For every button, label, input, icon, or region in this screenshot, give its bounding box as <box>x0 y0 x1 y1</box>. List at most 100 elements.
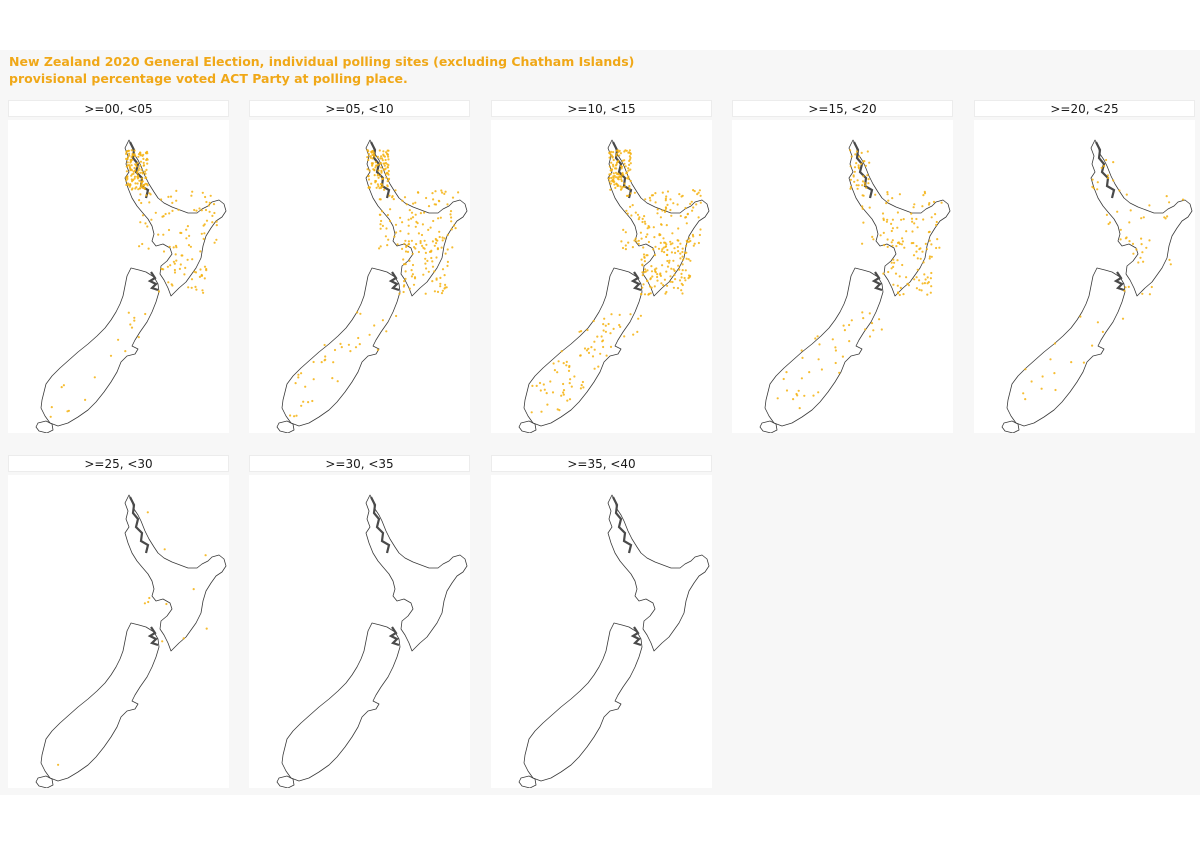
polling-site-point <box>139 154 142 157</box>
polling-site-point <box>443 192 446 195</box>
polling-site-point <box>379 183 382 186</box>
polling-site-point <box>167 195 170 198</box>
polling-site-point <box>394 223 398 226</box>
polling-site-point <box>300 372 303 375</box>
polling-site-point <box>140 177 144 180</box>
polling-site-point <box>618 154 621 157</box>
south-island-coastline <box>523 267 643 427</box>
polling-site-point <box>1102 164 1106 168</box>
polling-site-point <box>336 380 339 383</box>
facet-panel: >=05, <10 <box>249 100 470 433</box>
polling-site-point <box>603 317 606 320</box>
polling-site-point <box>892 265 895 268</box>
polling-site-point <box>200 209 203 212</box>
polling-site-point <box>922 194 925 197</box>
polling-site-point <box>1129 209 1132 212</box>
polling-site-point <box>609 188 612 191</box>
polling-site-point <box>395 231 398 234</box>
polling-site-point <box>658 234 661 237</box>
polling-site-point <box>380 219 383 223</box>
polling-site-point <box>617 178 620 181</box>
polling-site-point <box>186 225 189 228</box>
polling-site-point <box>413 246 416 249</box>
polling-site-point <box>451 246 454 249</box>
polling-site-point <box>580 330 583 333</box>
polling-site-point <box>1101 330 1104 333</box>
polling-site-point <box>683 276 686 280</box>
polling-site-point <box>898 293 901 297</box>
polling-site-point <box>173 268 176 272</box>
polling-site-point <box>381 319 384 322</box>
polling-site-point <box>439 285 442 288</box>
polling-site-point <box>379 162 382 165</box>
polling-site-point <box>890 241 893 244</box>
polling-site-point <box>1124 237 1127 240</box>
polling-site-point <box>161 640 164 643</box>
polling-site-point <box>565 364 568 367</box>
polling-site-point <box>656 208 659 211</box>
polling-site-point <box>195 209 198 212</box>
polling-site-point <box>666 284 669 287</box>
polling-site-point <box>384 158 387 162</box>
polling-site-point <box>644 198 647 201</box>
polling-site-point <box>423 247 426 250</box>
polling-site-point <box>295 414 298 417</box>
polling-site-point <box>800 377 803 380</box>
polling-site-point <box>129 161 132 164</box>
polling-site-point <box>438 200 441 203</box>
polling-site-point <box>190 278 194 281</box>
polling-site-point <box>421 244 424 247</box>
polling-site-point <box>378 247 381 250</box>
polling-site-point <box>369 155 372 158</box>
polling-site-point <box>199 268 202 271</box>
polling-site-point <box>670 214 673 217</box>
polling-site-point <box>141 171 144 174</box>
polling-site-point <box>133 175 137 178</box>
polling-site-point <box>414 201 417 204</box>
polling-site-point <box>415 243 418 246</box>
polling-site-point <box>669 198 672 201</box>
polling-site-point <box>1107 222 1110 226</box>
polling-site-point <box>641 264 644 267</box>
polling-site-point <box>635 240 638 243</box>
polling-site-point <box>643 256 646 259</box>
polling-site-point <box>194 285 197 288</box>
polling-site-point <box>681 250 684 254</box>
polling-site-point <box>411 216 415 219</box>
polling-site-point <box>664 245 668 248</box>
polling-site-point <box>172 246 175 249</box>
polling-site-point <box>431 280 434 283</box>
polling-site-point <box>446 203 449 206</box>
marlborough-sounds <box>630 626 642 647</box>
polling-site-point <box>930 271 933 275</box>
polling-site-point <box>798 407 801 410</box>
polling-site-point <box>1141 251 1144 254</box>
polling-site-point <box>586 328 589 332</box>
polling-site-point <box>661 248 664 251</box>
polling-site-point <box>569 378 572 381</box>
polling-site-point <box>136 162 139 165</box>
polling-site-point <box>368 169 371 172</box>
polling-site-point <box>676 203 679 206</box>
polling-site-point <box>1132 252 1135 255</box>
polling-site-point <box>637 218 640 221</box>
facet-panel: >=20, <25 <box>974 100 1195 433</box>
polling-site-point <box>203 223 206 226</box>
nz-map <box>1001 139 1193 433</box>
polling-site-point <box>609 345 613 348</box>
polling-site-point <box>373 155 376 158</box>
polling-site-point <box>1145 246 1148 249</box>
polling-site-point <box>629 313 632 316</box>
polling-site-point <box>672 286 675 289</box>
polling-site-point <box>141 214 145 217</box>
polling-site-point <box>545 392 548 395</box>
polling-site-point <box>879 234 882 237</box>
polling-site-point <box>666 190 670 193</box>
polling-site-point <box>891 239 894 242</box>
polling-site-point <box>1096 321 1099 324</box>
polling-site-point <box>852 175 855 178</box>
polling-site-point <box>440 246 443 249</box>
polling-site-point <box>674 278 677 281</box>
polling-site-point <box>417 191 420 194</box>
polling-site-point <box>643 220 646 223</box>
